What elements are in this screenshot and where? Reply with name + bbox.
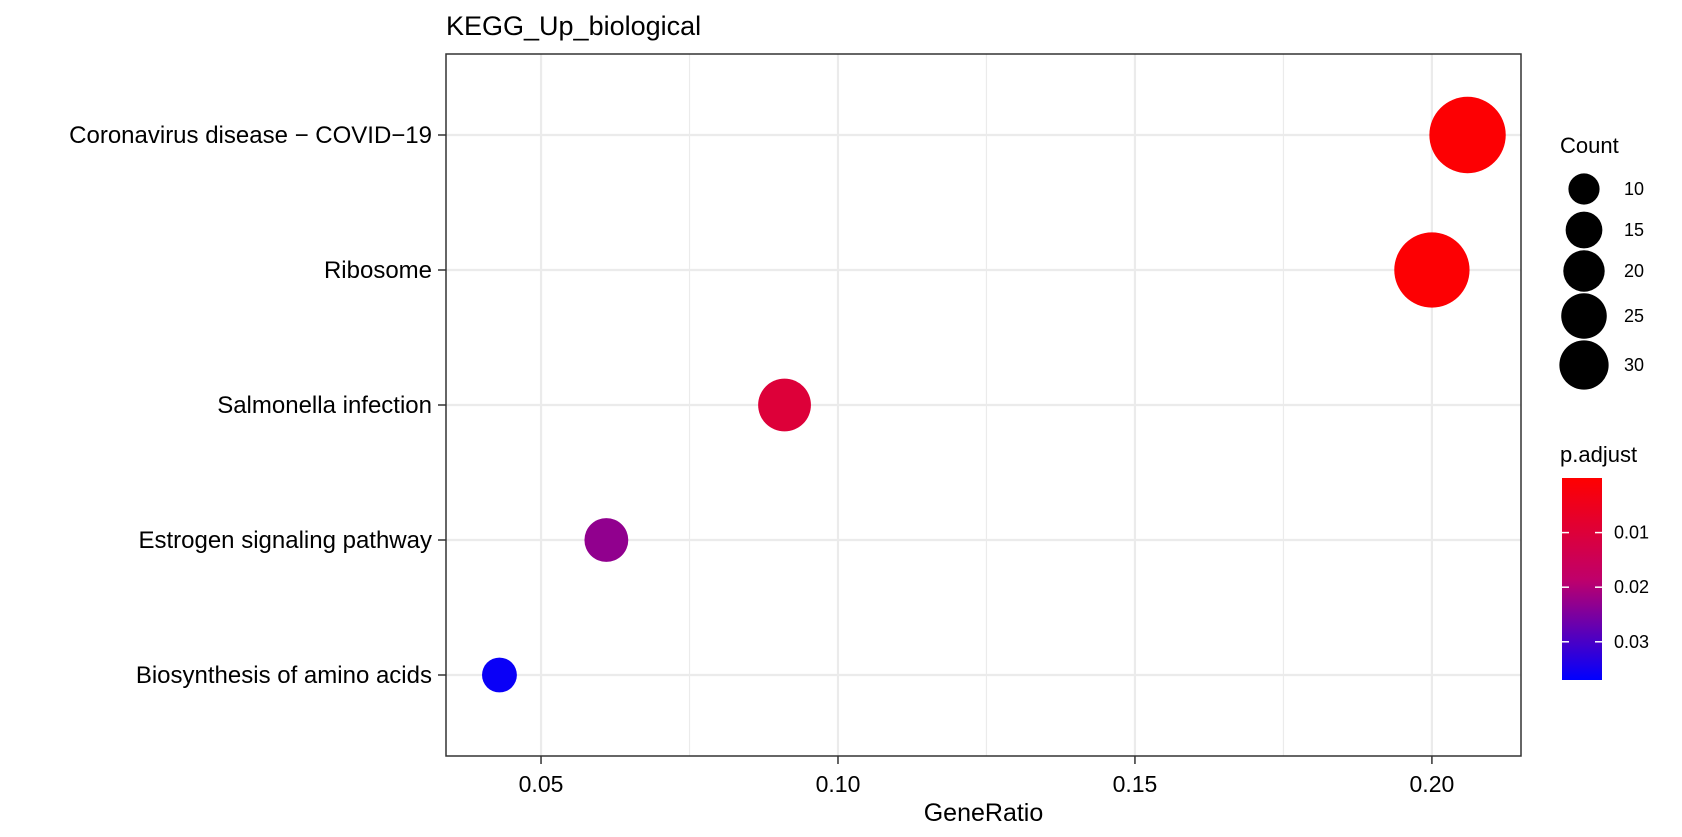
data-point xyxy=(1429,96,1506,174)
color-bar xyxy=(1562,478,1602,680)
y-tick-label: Estrogen signaling pathway xyxy=(138,527,432,554)
y-tick-label: Salmonella infection xyxy=(217,392,432,419)
x-axis-title: GeneRatio xyxy=(924,799,1044,827)
size-legend-title: Count xyxy=(1560,133,1619,158)
size-legend-key xyxy=(1565,211,1603,249)
y-axis: Coronavirus disease − COVID−19 Ribosome Sa… xyxy=(69,122,446,689)
data-point xyxy=(584,518,629,562)
x-tick-label: 0.20 xyxy=(1410,771,1455,797)
size-legend-label: 25 xyxy=(1624,306,1644,326)
data-point xyxy=(758,378,811,432)
size-legend-key xyxy=(1563,250,1605,292)
grid-lines xyxy=(446,54,1521,756)
y-tick-label: Coronavirus disease − COVID−19 xyxy=(69,122,432,149)
size-legend-key xyxy=(1568,173,1600,205)
size-legend-key xyxy=(1559,340,1609,390)
x-tick-label: 0.05 xyxy=(519,771,564,797)
data-points xyxy=(482,96,1506,693)
y-tick-label: Biosynthesis of amino acids xyxy=(136,662,432,689)
color-legend-label: 0.03 xyxy=(1614,632,1649,652)
color-legend-title: p.adjust xyxy=(1560,442,1637,467)
size-legend-label: 20 xyxy=(1624,261,1644,281)
color-legend-label: 0.02 xyxy=(1614,577,1649,597)
color-legend-label: 0.01 xyxy=(1614,523,1649,543)
color-legend: p.adjust 0.01 0.02 0.03 xyxy=(1560,442,1649,680)
x-axis: 0.05 0.10 0.15 0.20 xyxy=(519,756,1455,797)
size-legend-label: 10 xyxy=(1624,179,1644,199)
size-legend-label: 15 xyxy=(1624,220,1644,240)
size-legend: Count 10 15 20 25 30 xyxy=(1559,133,1644,390)
x-tick-label: 0.10 xyxy=(816,771,861,797)
y-tick-label: Ribosome xyxy=(324,257,432,284)
data-point xyxy=(482,657,517,693)
chart-title: KEGG_Up_biological xyxy=(446,11,701,41)
size-legend-label: 30 xyxy=(1624,355,1644,375)
data-point xyxy=(1394,232,1470,308)
size-legend-key xyxy=(1561,293,1607,339)
x-tick-label: 0.15 xyxy=(1113,771,1158,797)
